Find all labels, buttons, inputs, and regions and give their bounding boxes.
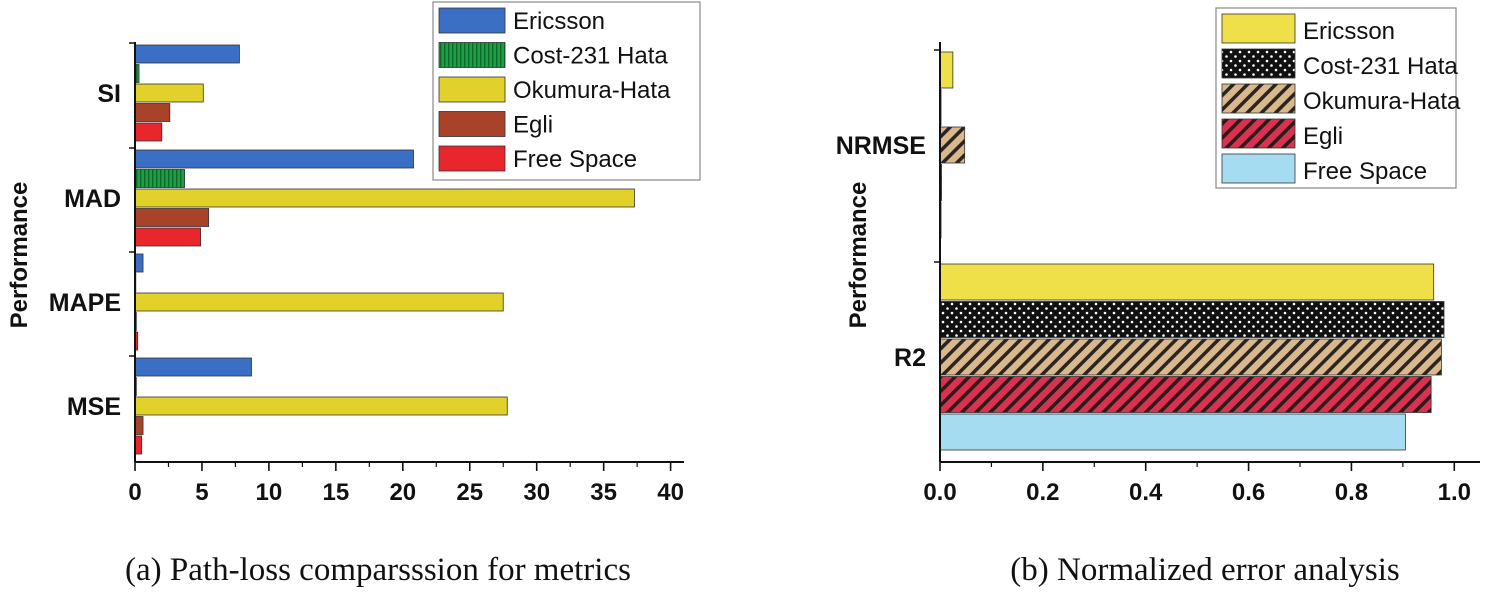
- legend-label-free-space: Free Space: [513, 146, 637, 173]
- legend-label-cost-231-hata: Cost-231 Hata: [1303, 53, 1458, 80]
- bar-nrmse-ericsson: [939, 51, 954, 89]
- panel-a-x-ticks: 0 5 10 15 20 25 30 35 40: [128, 462, 684, 506]
- legend-swatch-cost-231-hata: [1221, 48, 1296, 79]
- x-tick-label: 5: [195, 479, 208, 506]
- panel-a-bars: [134, 44, 635, 455]
- legend-swatch-egli: [438, 111, 506, 137]
- x-tick-label: 0.0: [923, 479, 956, 506]
- x-tick-label: 0.8: [1335, 479, 1368, 506]
- x-tick-label: 0.4: [1129, 479, 1163, 506]
- legend-label-okumura-hata: Okumura-Hata: [1303, 88, 1461, 115]
- x-tick-label: 20: [389, 479, 416, 506]
- bar-mse-okumura-hata: [134, 396, 508, 416]
- panel-a-y-axis-label: Performance: [6, 182, 33, 329]
- category-label-mape: MAPE: [49, 289, 121, 317]
- x-tick-label: 10: [256, 479, 283, 506]
- legend-swatch-free-space: [438, 145, 506, 172]
- category-label-mse: MSE: [67, 393, 121, 421]
- panel-a-category-labels: SI MAD MAPE MSE: [49, 80, 121, 421]
- bar-r2-cost-231-hata: [939, 301, 1445, 338]
- bar-mad-cost-231-hata: [134, 169, 185, 188]
- bar-mad-egli: [134, 208, 210, 227]
- x-tick-label: 15: [323, 479, 350, 506]
- x-tick-label: 25: [456, 479, 483, 506]
- panel-a-axes: [129, 42, 684, 463]
- panel-b-y-axis-label: Performance: [845, 182, 872, 329]
- bar-nrmse-okumura-hata: [939, 126, 966, 164]
- panel-a-legend: Ericsson Cost-231 Hata Okumura-Hata Egli Fre…: [432, 1, 701, 181]
- x-tick-label: 0.2: [1026, 479, 1059, 506]
- x-tick-label: 1.0: [1438, 479, 1471, 506]
- x-tick-label: 35: [590, 479, 617, 506]
- bar-r2-okumura-hata: [939, 338, 1442, 376]
- bar-mape-ericsson: [134, 253, 144, 273]
- legend-label-okumura-hata: Okumura-Hata: [513, 77, 671, 104]
- bar-si-egli: [134, 103, 171, 122]
- panel-b-caption: (b) Normalized error analysis: [1010, 552, 1399, 588]
- bar-mse-free-space: [134, 435, 143, 455]
- bar-mad-ericsson: [134, 149, 414, 169]
- legend-swatch-egli: [1221, 118, 1296, 149]
- panel-b-legend: Ericsson Cost-231 Hata Okumura-Hata Egli Fre…: [1215, 7, 1461, 189]
- legend-swatch-ericsson: [1221, 13, 1296, 44]
- category-label-si: SI: [97, 80, 121, 108]
- category-label-mad: MAD: [64, 185, 121, 213]
- panel-b-axes: [934, 42, 1480, 463]
- bar-r2-ericsson: [939, 263, 1435, 301]
- legend-swatch-cost-231-hata: [438, 42, 506, 68]
- category-label-nrmse: NRMSE: [836, 132, 926, 160]
- panel-a-caption: (a) Path-loss comparsssion for metrics: [125, 552, 631, 588]
- panel-b-chart: 0.0 0.2 0.4 0.6 0.8 1.0 NRMSE R2 Performance E…: [836, 7, 1480, 588]
- legend-swatch-ericsson: [438, 7, 506, 34]
- panel-b-category-labels: NRMSE R2: [836, 132, 926, 372]
- bar-si-okumura-hata: [134, 83, 204, 103]
- x-tick-label: 30: [523, 479, 550, 506]
- bar-mad-okumura-hata: [134, 188, 635, 208]
- bar-mse-ericsson: [134, 357, 252, 377]
- legend-label-egli: Egli: [1303, 123, 1343, 150]
- bar-mad-free-space: [134, 227, 202, 247]
- bar-si-ericsson: [134, 44, 240, 64]
- legend-label-egli: Egli: [513, 112, 553, 139]
- panel-b-bars: [939, 51, 1445, 451]
- legend-swatch-free-space: [1221, 153, 1296, 184]
- x-tick-label: 0.6: [1232, 479, 1265, 506]
- legend-label-ericsson: Ericsson: [1303, 18, 1395, 45]
- bar-si-free-space: [134, 122, 163, 142]
- bar-r2-egli: [939, 376, 1432, 413]
- panel-a-chart: 0 5 10 15 20 25 30 35 40 SI MAD MAPE MSE Performanc…: [6, 1, 701, 588]
- x-tick-label: 40: [657, 479, 684, 506]
- panel-b-x-ticks: 0.0 0.2 0.4 0.6 0.8 1.0: [923, 462, 1471, 506]
- bar-mape-okumura-hata: [134, 292, 504, 312]
- category-label-r2: R2: [894, 344, 926, 372]
- legend-label-ericsson: Ericsson: [513, 8, 605, 35]
- x-tick-label: 0: [128, 479, 141, 506]
- bar-r2-free-space: [939, 413, 1406, 451]
- legend-label-cost-231-hata: Cost-231 Hata: [513, 43, 668, 70]
- legend-swatch-okumura-hata: [438, 76, 506, 103]
- legend-swatch-okumura-hata: [1221, 83, 1296, 114]
- legend-label-free-space: Free Space: [1303, 158, 1427, 185]
- bar-mse-egli: [134, 416, 144, 435]
